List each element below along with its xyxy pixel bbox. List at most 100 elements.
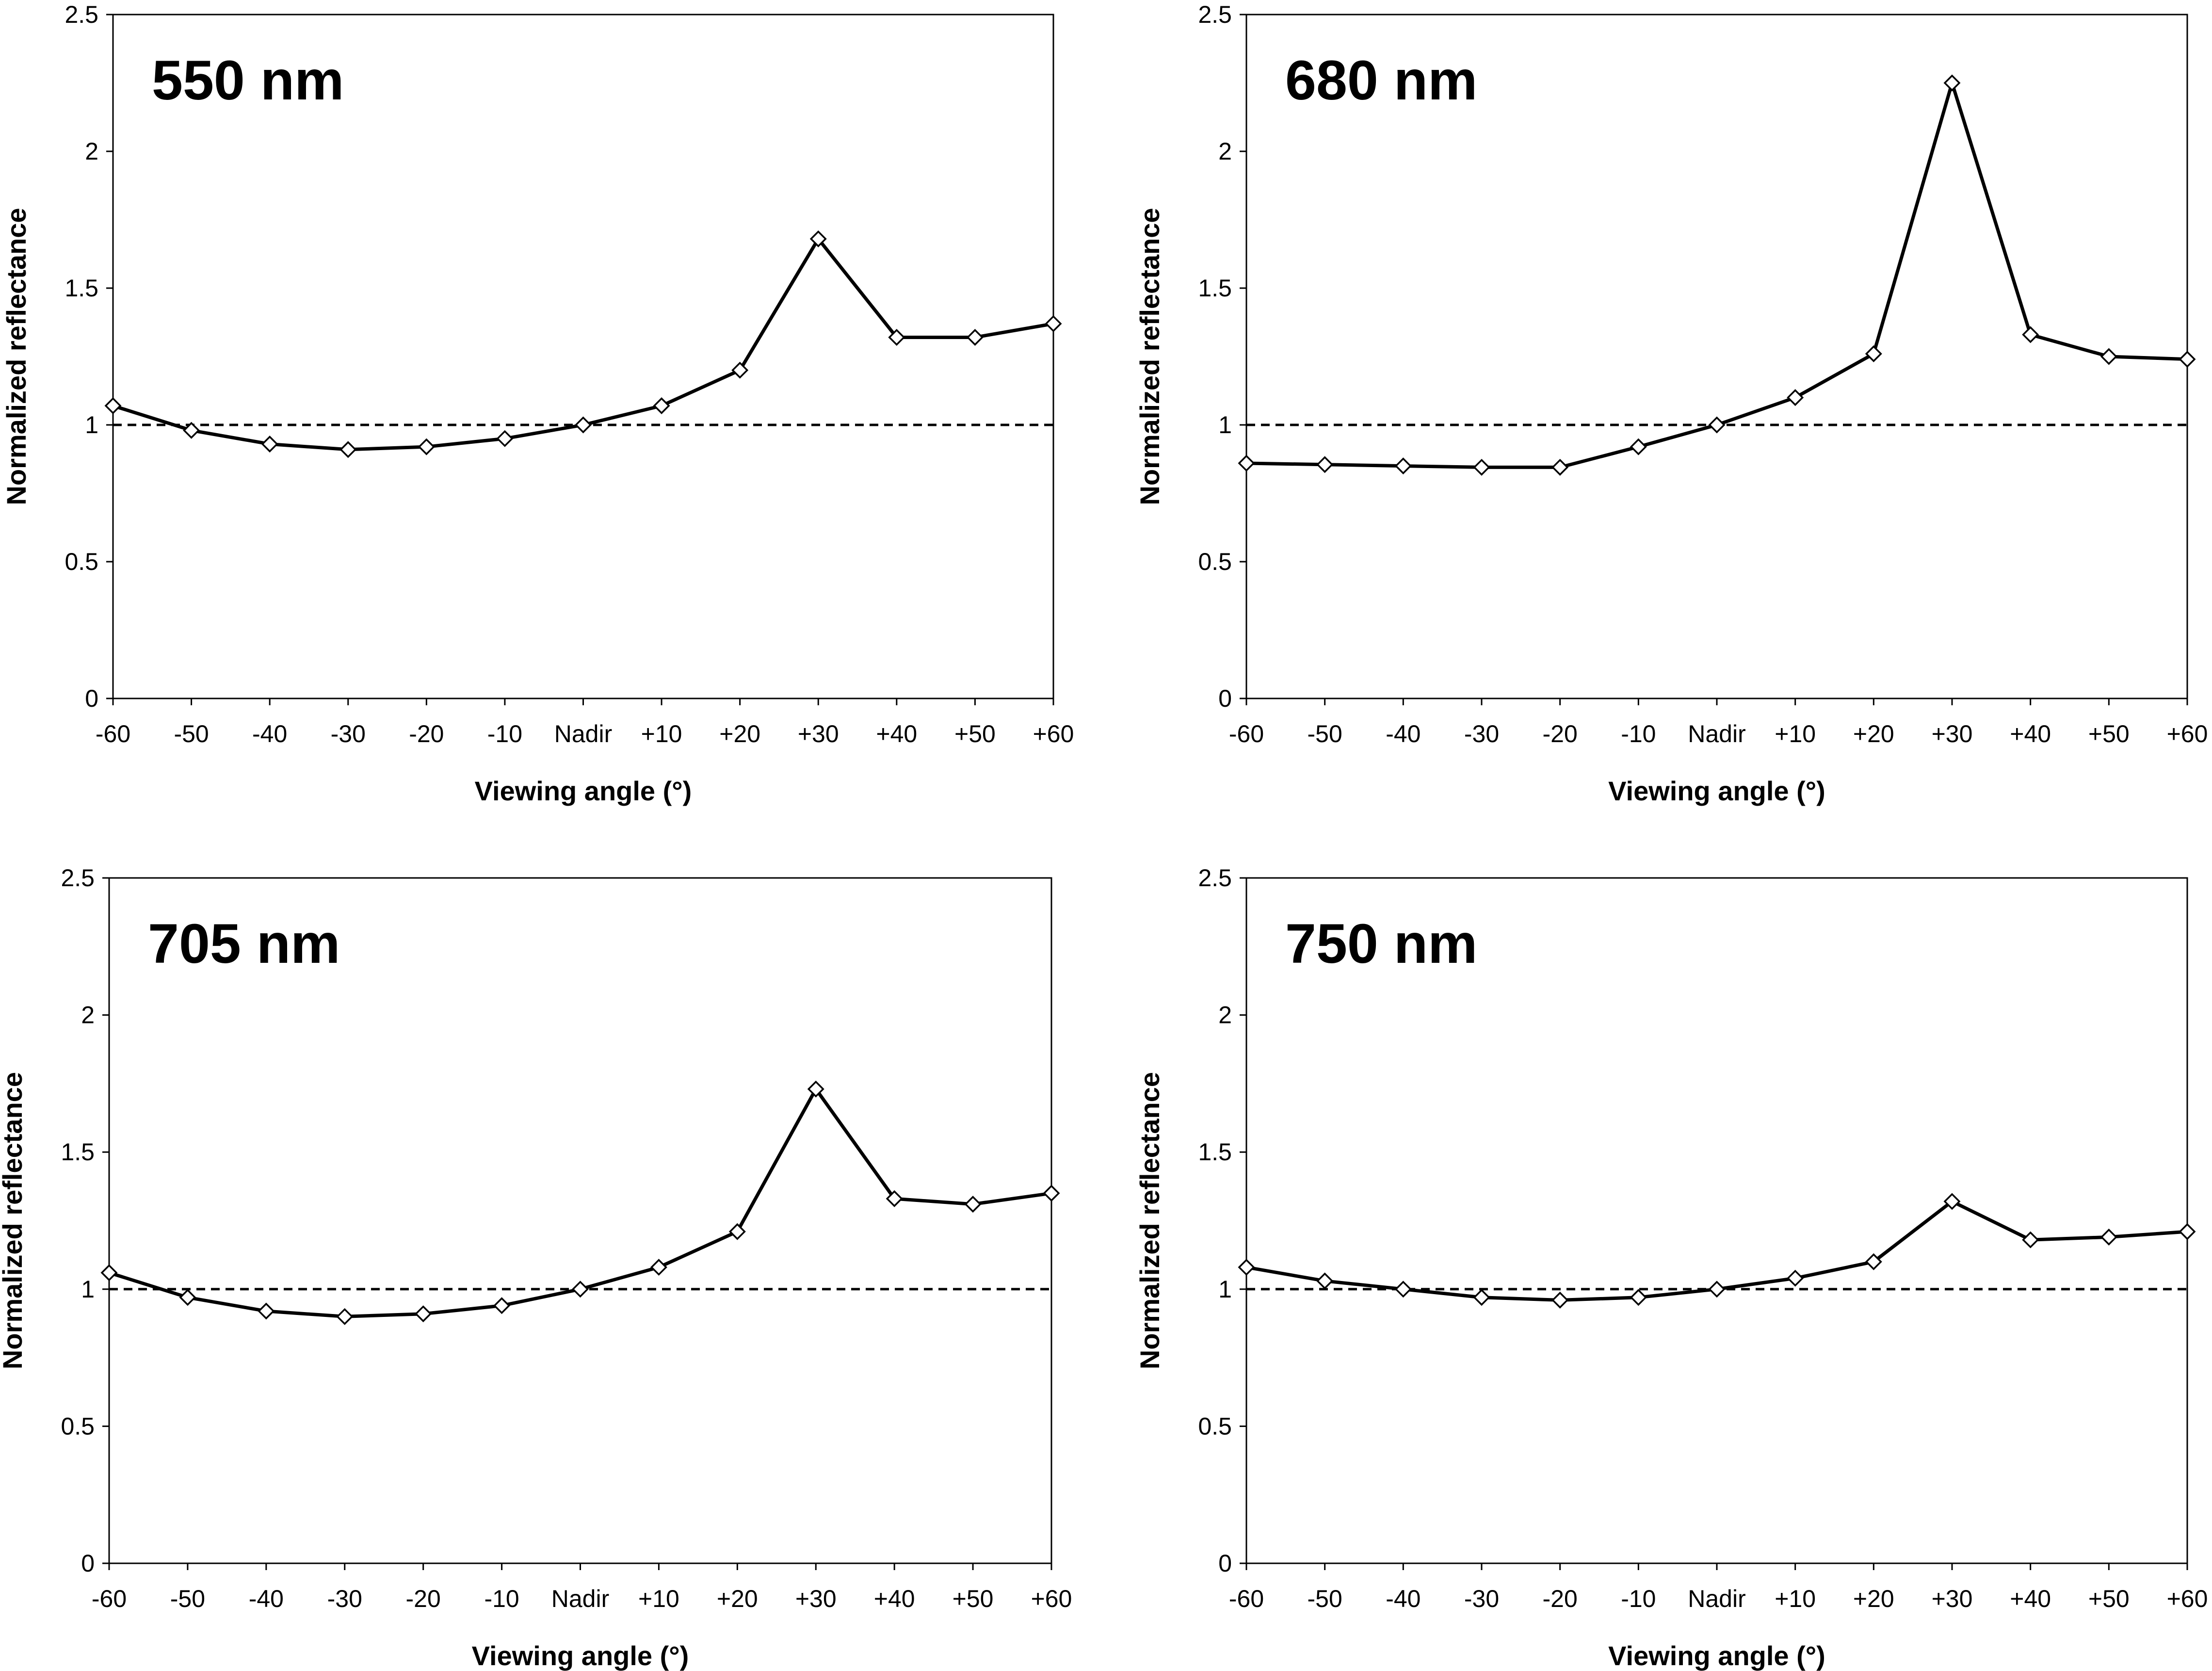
plot-area-frame	[112, 14, 1054, 699]
y-tick-label: 2	[1218, 1002, 1232, 1029]
data-point-+30	[807, 1080, 824, 1098]
data-point--60	[1238, 1259, 1255, 1276]
data-point--10	[496, 430, 514, 447]
y-tick-label: 1	[81, 1276, 95, 1303]
x-axis-label: Viewing angle (°)	[1608, 776, 1825, 806]
data-point--30	[1473, 458, 1490, 476]
data-point-+40	[886, 1190, 903, 1207]
data-point-+50	[2100, 1228, 2117, 1246]
x-tick-label: -20	[1543, 720, 1578, 747]
x-tick-label: -60	[1229, 720, 1264, 747]
panel-title: 750 nm	[1285, 913, 1477, 975]
x-tick-label: +20	[719, 720, 760, 747]
y-tick-label: 0	[85, 685, 98, 712]
x-tick-label: -60	[92, 1585, 127, 1612]
y-tick-label: 0.5	[61, 1412, 95, 1440]
y-tick-label: 0.5	[65, 548, 98, 575]
y-tick-label: 1	[1218, 411, 1232, 438]
series-line	[1246, 81, 2188, 469]
x-tick-label: +60	[1033, 720, 1074, 747]
y-tick-label: 1	[1218, 1276, 1232, 1303]
y-tick-label: 1.5	[1198, 275, 1232, 302]
data-point--10	[1630, 1289, 1647, 1306]
x-tick-label: -30	[327, 1585, 362, 1612]
y-tick-label: 0.5	[1198, 548, 1232, 575]
x-tick-label: -30	[1464, 720, 1499, 747]
data-point--50	[1316, 456, 1334, 473]
data-point-+60	[2179, 1223, 2196, 1240]
y-tick-label: 2.5	[1198, 864, 1232, 892]
data-point--20	[418, 438, 435, 455]
x-tick-label: Nadir	[551, 1585, 609, 1612]
chart-panel-2: 0 0.5 1 1.5 2 2.5 -60 -50 -40 -30 -20 -10 Nadir +10 +2…	[0, 864, 1072, 1671]
x-tick-label: +30	[1932, 720, 1973, 747]
x-axis-label: Viewing angle (°)	[1608, 1640, 1825, 1671]
x-tick-label: -40	[1386, 1585, 1421, 1612]
x-tick-label: +50	[954, 720, 996, 747]
data-point-+10	[650, 1259, 667, 1276]
x-tick-label: +10	[1775, 1585, 1816, 1612]
data-point-+60	[1043, 1184, 1060, 1202]
data-point--50	[183, 422, 200, 439]
x-tick-label: -20	[1543, 1585, 1578, 1612]
y-tick-label: 2.5	[61, 864, 95, 892]
data-point-+60	[2179, 351, 2196, 368]
x-tick-label: +30	[798, 720, 839, 747]
plot-area-frame	[1245, 877, 2188, 1564]
y-tick-label: 0	[1218, 685, 1232, 712]
x-tick-label: +60	[1031, 1585, 1072, 1612]
y-tick-label: 2	[81, 1002, 95, 1029]
x-tick-label: +40	[874, 1585, 915, 1612]
data-point-Nadir	[575, 416, 592, 434]
x-tick-label: -40	[249, 1585, 284, 1612]
x-tick-label: -50	[174, 720, 209, 747]
x-tick-label: +40	[876, 720, 917, 747]
y-tick-label: 1.5	[65, 275, 98, 302]
data-point--40	[261, 436, 278, 453]
y-tick-label: 1.5	[61, 1138, 95, 1166]
y-tick-label: 2.5	[1198, 1, 1232, 28]
x-tick-label: -50	[170, 1585, 205, 1612]
panel-title: 550 nm	[152, 49, 344, 112]
data-point-+50	[964, 1196, 982, 1213]
y-tick-label: 0	[1218, 1550, 1232, 1577]
data-point-+40	[888, 329, 905, 346]
x-tick-label: -10	[484, 1585, 519, 1612]
y-axis-label: Normalized reflectance	[1134, 208, 1165, 505]
x-tick-label: -10	[1621, 1585, 1656, 1612]
x-tick-label: +30	[1932, 1585, 1973, 1612]
x-tick-label: +40	[2010, 1585, 2051, 1612]
data-point-+50	[2100, 348, 2117, 365]
y-tick-label: 0.5	[1198, 1412, 1232, 1440]
data-point--20	[1551, 1291, 1569, 1309]
chart-panel-0: 0 0.5 1 1.5 2 2.5 -60 -50 -40 -30 -20 -10 Nadir +10 +2…	[1, 1, 1074, 806]
data-point--40	[1394, 1281, 1412, 1298]
data-point--20	[1551, 458, 1569, 476]
data-point-+10	[653, 397, 670, 414]
data-point-+40	[2022, 1231, 2039, 1249]
x-tick-label: Nadir	[1688, 1585, 1745, 1612]
data-point-+20	[1865, 345, 1882, 362]
y-tick-label: 2.5	[65, 1, 98, 28]
data-point-+10	[1787, 1269, 1804, 1287]
data-point--60	[104, 397, 122, 414]
plot-area-frame	[108, 877, 1052, 1564]
plot-area-frame	[1245, 14, 2188, 699]
y-tick-label: 1.5	[1198, 1138, 1232, 1166]
data-point--20	[415, 1305, 432, 1323]
y-tick-label: 2	[1218, 138, 1232, 165]
x-tick-label: -30	[1464, 1585, 1499, 1612]
data-point--30	[336, 1308, 354, 1325]
y-axis-label: Normalized reflectance	[0, 1072, 28, 1369]
x-tick-label: Nadir	[554, 720, 612, 747]
x-tick-label: +10	[638, 1585, 679, 1612]
data-point--60	[1238, 454, 1255, 472]
y-tick-label: 0	[81, 1550, 95, 1577]
x-tick-label: -10	[487, 720, 522, 747]
x-axis-label: Viewing angle (°)	[475, 776, 692, 806]
x-tick-label: +20	[717, 1585, 758, 1612]
x-tick-label: Nadir	[1688, 720, 1745, 747]
x-tick-label: -50	[1308, 1585, 1342, 1612]
data-point--30	[1473, 1289, 1490, 1306]
